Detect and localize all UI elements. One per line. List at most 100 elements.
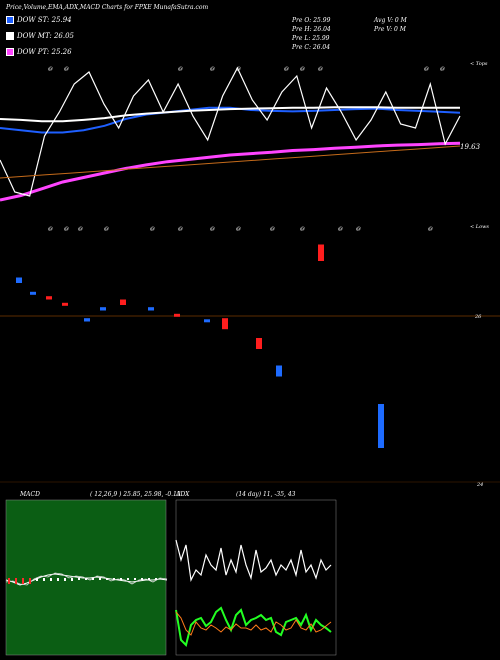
bottom-marker: @ [356,225,361,232]
ema-dow-mt [0,106,460,123]
adx-line [175,606,332,647]
candle [120,299,126,305]
candle [204,319,210,323]
legend-dow-st: DOW ST: 25.94 [6,16,72,24]
adx-panel [175,499,337,656]
macd-histogram-bar [22,578,24,584]
legend-dow-pt-label: DOW PT: 25.26 [17,48,72,56]
macd-histogram-bar [85,578,87,580]
macd-histogram-bar [148,578,150,580]
macd-lines [5,572,168,586]
top-marker: @ [48,65,53,72]
legend-swatch-blue [6,16,14,24]
candle [318,244,324,261]
bottom-marker: @ [104,225,109,232]
top-marker: @ [64,65,69,72]
top-marker: @ [424,65,429,72]
macd-histogram-bar [155,578,157,580]
adx-title: ADX [176,491,190,498]
ema-lines [0,66,461,202]
candles [16,244,384,448]
macd-histogram-bar [15,578,17,584]
ema-dow-st [0,106,461,134]
macd-histogram-bar [36,578,38,581]
bottom-marker: @ [300,225,305,232]
candle [174,313,180,317]
candle [16,277,22,283]
macd-histogram-bar [57,578,59,581]
legend-swatch-white [6,32,14,40]
ohlc-open: Pre O: 25.99 [292,17,331,24]
macd-histogram-bar [64,578,66,581]
ema-long-term [0,145,461,179]
bottom-marker: @ [236,225,241,232]
legend-swatch-magenta [6,48,14,56]
candle [46,296,52,300]
ohlc-close: Pre C: 26.04 [292,44,331,51]
macd-histogram-bar [120,578,122,580]
macd-histogram-bar [113,578,115,580]
candle [62,302,68,306]
bottom-marker: @ [178,225,183,232]
price-line [0,66,461,197]
candle [30,291,36,295]
candle [148,307,154,311]
macd-histogram-bar [78,578,80,580]
top-marker: @ [284,65,289,72]
bottom-marker: @ [48,225,53,232]
macd-histogram-bar [71,578,73,581]
level-26-label: 26 [474,314,482,320]
ohlc-avg-volume: Avg V: 0 M [374,17,407,24]
lows-label: < Lows [470,224,489,230]
top-marker: @ [210,65,215,72]
adx-params: (14 day) 11, -35, 43 [236,491,296,498]
top-marker: @ [236,65,241,72]
candle [276,365,282,377]
top-marker: @ [178,65,183,72]
top-marker: @ [318,65,323,72]
legend-dow-mt-label: DOW MT: 26.05 [17,32,74,40]
ema-dow-pt [0,141,461,202]
macd-params: ( 12,26,9 ) 25.85, 25.98, -0.13 [90,491,181,498]
macd-histogram-bar [8,578,10,584]
bottom-marker: @ [210,225,215,232]
ohlc-volume: Pre V: 0 M [374,26,406,33]
bottom-marker: @ [428,225,433,232]
adx-di-minus-line [175,611,332,636]
macd-histogram-bar [134,578,136,580]
ohlc-high: Pre H: 26.04 [292,26,331,33]
bottom-marker: @ [64,225,69,232]
legend-dow-mt: DOW MT: 26.05 [6,32,74,40]
ohlc-low: Pre L: 25.99 [292,35,330,42]
bottom-marker: @ [270,225,275,232]
bottom-markers: @ @ @ @ @ @ @ @ @ @ @ @ @ [48,225,433,232]
adx-lines [175,539,332,647]
bottom-marker: @ [338,225,343,232]
macd-histogram-bar [106,578,108,580]
macd-histogram-bar [43,578,45,581]
adx-di-plus-line [175,539,332,582]
legend-dow-st-label: DOW ST: 25.94 [17,16,72,24]
candle [100,307,106,311]
last-price-label: 19.63 [460,143,481,151]
bottom-marker: @ [150,225,155,232]
candle [84,318,90,322]
macd-histogram-bar [99,578,101,580]
legend-dow-pt: DOW PT: 25.26 [6,48,72,56]
macd-histogram-bar [141,578,143,580]
macd-histogram-bar [92,578,94,580]
top-markers: @ @ @ @ @ @ @ @ @ @ [48,65,445,72]
level-24-label: 24 [476,482,483,488]
top-marker: @ [440,65,445,72]
candle [256,338,262,349]
bottom-marker: @ [78,225,83,232]
candle [378,404,384,448]
macd-histogram-bar [29,578,31,584]
candle [222,318,228,330]
chart-title: Price,Volume,EMA,ADX,MACD Charts for FPX… [6,4,209,11]
top-marker: @ [300,65,305,72]
macd-title: MACD [20,491,40,498]
macd-histogram-bar [127,578,129,580]
macd-histogram-bar [50,578,52,581]
